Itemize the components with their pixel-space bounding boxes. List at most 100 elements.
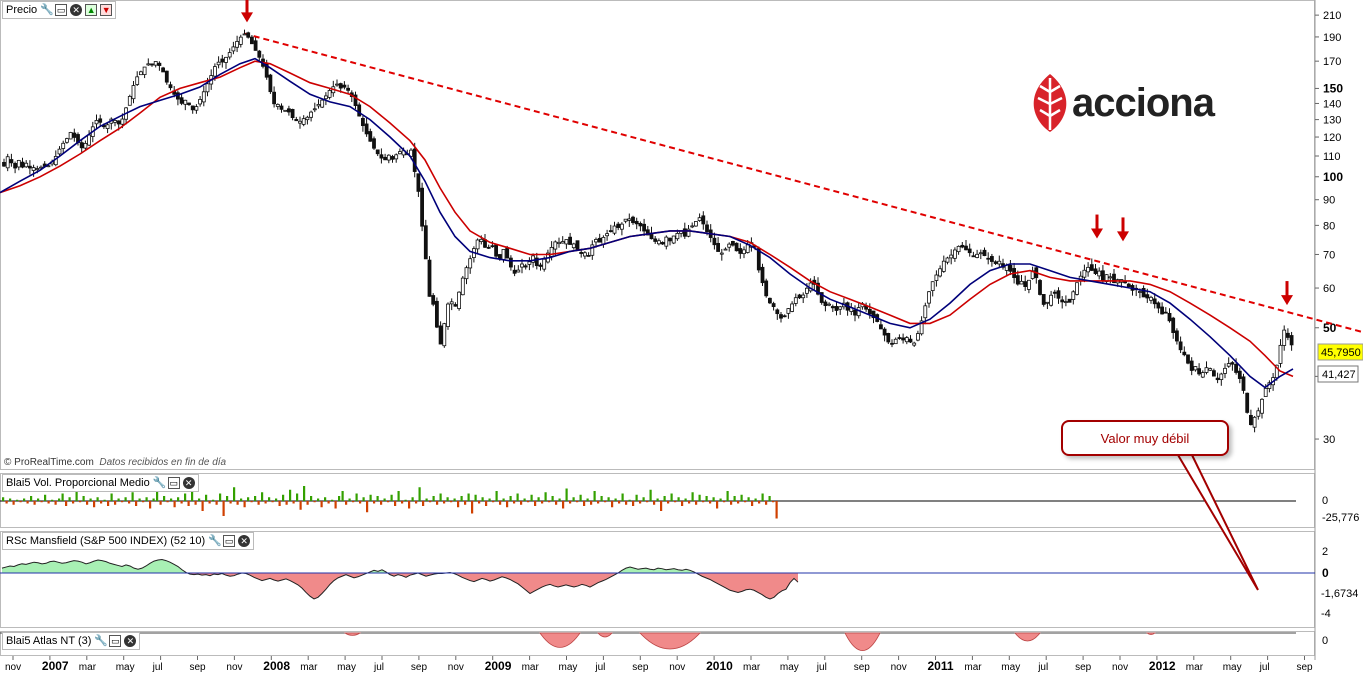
y-tick-label: 110 [1323,151,1341,163]
candle-body [231,46,236,52]
mansfield-line [1,558,799,600]
candle-body [1112,273,1116,284]
candle-body [360,117,365,127]
candle-body [993,261,998,264]
volume-bar [695,501,698,505]
volume-bar [198,498,201,501]
candle-body [249,36,254,45]
y-tick-label: 70 [1323,249,1335,261]
candle-body [423,225,428,260]
volume-bar [12,501,15,505]
moving-average-short [0,57,1294,389]
close-icon[interactable]: ✕ [124,635,137,647]
arrow-markers [241,0,1293,306]
candle-body [893,338,898,345]
mansfield-panel-label: RSc Mansfield (S&P 500 INDEX) (52 10) [6,535,206,547]
candle-body [516,269,521,273]
volume-bar [415,501,418,504]
volume-bar [289,489,292,501]
candle-body [453,304,458,307]
candle-body [442,323,447,347]
logo-text: acciona [1072,80,1215,125]
volume-bar [201,501,204,511]
volume-bar [639,501,642,504]
candle-body [612,225,617,234]
candle-body [879,324,883,330]
candle-body [738,248,743,254]
volume-bar [180,501,183,504]
arrow-head [241,12,253,23]
candle-body [1252,416,1257,428]
volume-bar [149,501,152,509]
x-tick-label: may [780,662,799,673]
candle-body [246,32,251,38]
candle-body [468,258,473,269]
candle-body [1204,367,1209,373]
window-icon[interactable]: ▭ [109,635,122,647]
y-tick-label: 190 [1323,32,1341,44]
volume-bar [726,491,729,501]
candle-body [712,237,717,246]
x-tick-label: may [1223,662,1242,673]
volume-bar [215,501,218,505]
wrench-icon[interactable]: 🔧 [208,535,222,547]
candle-body [27,165,32,169]
move-down-icon[interactable]: ▼ [100,4,113,16]
candle-body [997,260,1002,265]
volume-bar [173,501,176,508]
volume-bar [362,497,365,501]
volume-bar [401,501,404,504]
move-up-icon[interactable]: ▲ [85,4,98,16]
x-tick-label: jul [594,662,605,673]
volume-bar [261,492,264,501]
window-icon[interactable]: ▭ [55,4,68,16]
volume-bar [747,497,750,501]
volume-bar [670,493,673,501]
price-y-axis: 2101901701501401301201101009080706050403… [1315,10,1343,446]
candle-body [1193,366,1198,371]
y-tick-label: 130 [1323,115,1341,127]
x-tick-label: 2009 [485,659,512,673]
window-icon[interactable]: ▭ [167,477,180,489]
close-icon[interactable]: ✕ [70,4,83,16]
candle-body [568,236,572,245]
volume-bar [674,501,677,503]
candle-body [1152,298,1157,305]
credit-source[interactable]: © ProRealTime.com [4,457,94,468]
candle-body [890,342,894,345]
wrench-icon[interactable]: 🔧 [152,477,167,489]
volume-bar [142,501,145,503]
wrench-icon[interactable]: 🔧 [94,635,109,647]
candle-body [975,253,979,258]
candle-body [986,257,991,260]
candle-body [590,244,595,256]
candle-body [1208,368,1213,371]
candle-body [745,244,750,253]
candle-body [268,74,273,93]
candle-body [919,320,924,335]
candle-body [187,102,191,106]
candle-body [1223,367,1227,374]
candle-body [1237,370,1242,379]
candle-body [719,252,724,255]
volume-bar [285,501,288,505]
candle-body [164,70,169,83]
x-tick-label: sep [1075,662,1092,673]
candle-body [645,229,650,236]
volume-bar [411,497,414,501]
volume-bar [572,497,575,501]
volume-bar [716,501,719,509]
wrench-icon[interactable]: 🔧 [40,4,54,16]
volume-bar [226,496,229,501]
window-icon[interactable]: ▭ [223,535,236,547]
volume-bar [236,501,239,505]
volume-bar [429,501,432,503]
candle-body [908,338,913,343]
volume-bar [600,496,603,501]
close-icon[interactable]: ✕ [238,535,251,547]
volume-bar [579,494,582,501]
close-icon[interactable]: ✕ [182,477,195,489]
volume-bar [516,493,519,501]
candle-body [438,325,443,345]
candle-body [464,267,469,280]
